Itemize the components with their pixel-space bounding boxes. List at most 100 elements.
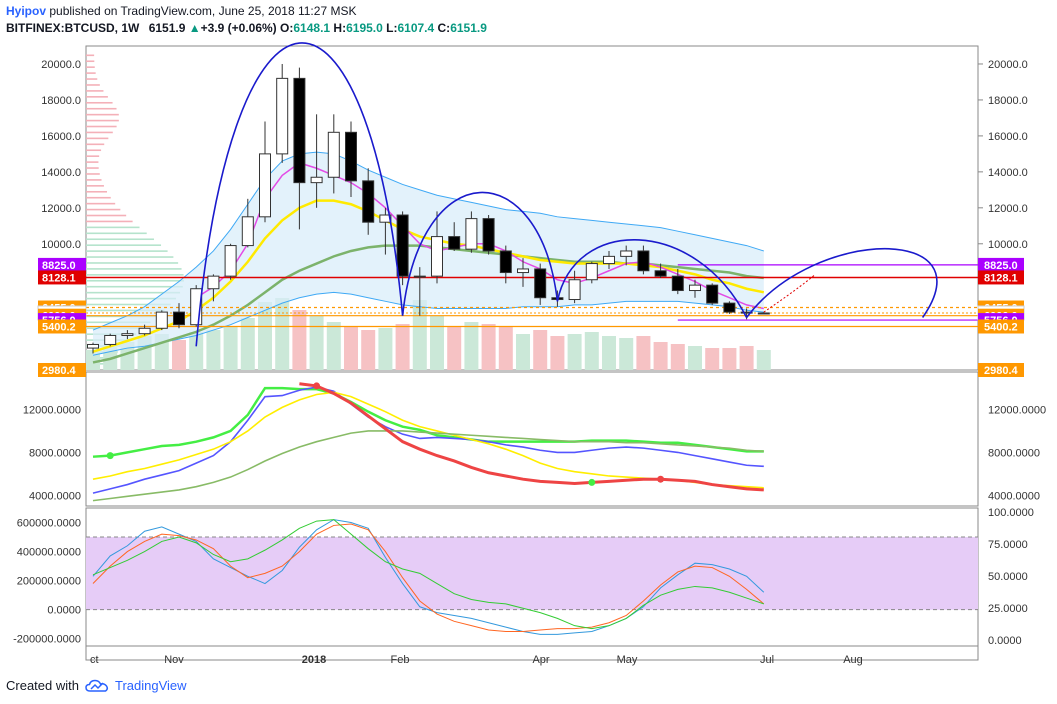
level-label-left: 5400.2 [42, 321, 76, 333]
volume-profile-bar [86, 113, 119, 116]
volume-bars [86, 298, 771, 370]
indicator-pane-osc [86, 519, 978, 635]
time-tick: Aug [843, 654, 863, 666]
volume-profile-bar [86, 185, 104, 187]
volume-profile-bar [86, 250, 168, 252]
volume-bar [240, 318, 255, 370]
volume-bar [550, 336, 565, 370]
volume-bar [447, 326, 462, 370]
candle-body [637, 250, 650, 272]
volume-bar [464, 322, 479, 370]
volume-profile-bar [86, 107, 117, 110]
volume-bar [688, 346, 702, 370]
volume-bar [739, 346, 754, 370]
volume-profile-bar [86, 297, 176, 300]
volume-profile-bar [86, 60, 95, 63]
candle-body [155, 311, 168, 329]
ma-mid [92, 199, 765, 353]
candle-body [413, 275, 426, 278]
change-arrow-icon: ▲ [188, 21, 201, 35]
ma-fast [195, 162, 764, 310]
price-tick-left: 16000.0 [41, 131, 81, 143]
last-price: 6151.9 [148, 21, 186, 35]
indicator-tick-right: 4000.0000 [988, 490, 1040, 502]
volume-bar [292, 310, 307, 370]
volume-bar [223, 326, 238, 370]
symbol-name: BITFINEX:BTCUSD, 1W [6, 21, 140, 35]
volume-profile-bar [86, 238, 154, 241]
price-tick-right: 20000.0 [988, 59, 1028, 71]
volume-profile-bar [86, 208, 121, 211]
price-tick-right: 14000.0 [988, 167, 1028, 179]
level-label-left-bg [38, 270, 86, 285]
candle-body [362, 180, 375, 223]
candle-body [259, 153, 271, 218]
volume-bar [670, 344, 685, 370]
time-tick: Apr [532, 654, 549, 666]
level-label-left: 8128.1 [42, 272, 76, 284]
osc-tick-left: 200000.0000 [17, 576, 81, 588]
oscillator-line [92, 523, 765, 632]
osc-tick-left: 400000.0000 [17, 547, 81, 559]
osc-tick-left: 600000.0000 [17, 518, 81, 530]
overbought-band [86, 537, 978, 610]
level-label-left: 2980.4 [42, 365, 77, 377]
level-label-right-bg [978, 257, 1024, 272]
indicator-line [92, 386, 764, 494]
candle-body [689, 284, 701, 292]
volume-profile-bar [86, 202, 116, 205]
volume-bar [705, 348, 720, 370]
projection-dots [763, 273, 816, 313]
volume-bar [326, 322, 341, 370]
level-label-left: 8825.0 [42, 260, 76, 272]
time-tick: 2018 [302, 654, 326, 666]
candle-body [499, 250, 512, 274]
candle-body [379, 214, 392, 223]
envelope-upper [92, 151, 764, 331]
price-tick-left: 12000.0 [41, 203, 81, 215]
candle-body [585, 263, 598, 281]
volume-bar [498, 326, 513, 370]
candle-body [534, 268, 547, 299]
volume-bar [636, 336, 651, 370]
osc-tick-right: 100.0000 [988, 507, 1034, 519]
osc-tick-right: 75.0000 [988, 539, 1028, 551]
indicator-tick-left: 4000.0000 [29, 490, 81, 502]
volume-profile-bar [86, 66, 95, 68]
candle-body [620, 250, 633, 257]
volume-profile-bar [86, 84, 100, 86]
candle-body [207, 275, 220, 290]
close-value: 6151.9 [450, 21, 487, 35]
volume-bar [309, 316, 324, 370]
candle-body [671, 275, 684, 292]
open-value: 6148.1 [293, 21, 331, 35]
volume-profile-bar [86, 96, 108, 98]
volume-profile-bar [86, 279, 184, 282]
volume-bar [344, 326, 358, 370]
osc-tick-right: 0.0000 [988, 635, 1022, 647]
price-tick-left: 10000.0 [41, 239, 81, 251]
signal-dot [106, 452, 114, 460]
volume-profile-bar [86, 256, 174, 258]
volume-bar [722, 348, 737, 370]
level-label-right-bg [978, 319, 1024, 334]
time-tick: May [617, 654, 638, 666]
axes: 20000.0 20000.0 18000.0 18000.0 16000.0 16000… [13, 59, 1046, 666]
chart-area[interactable]: 20000.0 20000.0 18000.0 18000.0 16000.0 16000… [0, 40, 1057, 668]
indicator-line [92, 430, 764, 502]
price-tick-left: 18000.0 [41, 95, 81, 107]
author-link[interactable]: Hyipov [6, 4, 47, 18]
volume-bar [584, 332, 599, 370]
volume-profile-bar [86, 274, 184, 276]
volume-profile-bar [86, 54, 95, 57]
volume-profile-bar [86, 244, 162, 246]
tradingview-cloud-icon [85, 679, 109, 692]
price-tick-right: 10000.0 [988, 239, 1028, 251]
time-tick: Jul [760, 654, 774, 666]
tradingview-link[interactable]: TradingView [114, 678, 187, 693]
candle-body [396, 214, 409, 277]
low-value: 6107.4 [397, 21, 435, 35]
oscillator-line [92, 519, 764, 630]
volume-profile-bar [86, 90, 104, 92]
high-label: H: [333, 21, 347, 35]
